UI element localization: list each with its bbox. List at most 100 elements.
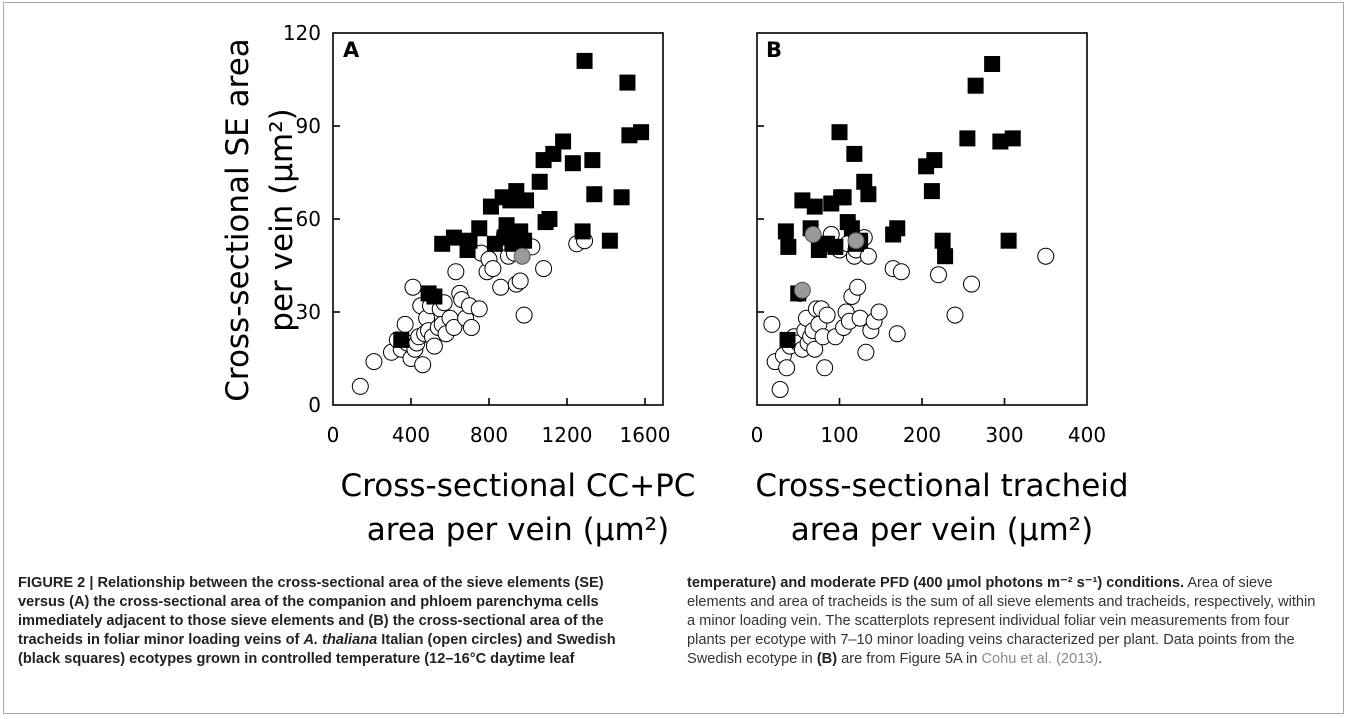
caption-body-2: are from Figure 5A in [837,651,982,667]
y-tick-label: 60 [296,207,321,231]
data-point-square [1000,232,1017,249]
data-point-square [1004,130,1021,147]
data-point-grey [847,232,865,250]
data-point-square [498,217,515,234]
data-point-circle [870,303,888,321]
x-tick-label: 0 [327,423,340,447]
data-point-circle [849,278,867,296]
data-point-circle [851,309,869,327]
panel-b-points [763,56,1055,398]
data-point-square [835,189,852,206]
data-point-circle [771,381,789,398]
caption-conditions: temperature) and moderate PFD (400 μmol … [687,575,1185,591]
panel-a-points [351,52,650,395]
data-point-square [633,124,650,141]
data-point-square [780,238,797,255]
data-point-circle [892,263,910,281]
data-point-square [846,145,863,162]
x-tick-label: 200 [903,423,941,447]
y-tick-label: 90 [296,114,321,138]
data-point-circle [816,359,834,377]
data-point-circle [470,300,488,318]
panel-a-plot-area [332,32,664,406]
x-tick-label: 1200 [542,423,593,447]
panel-a-x-ticks: 0 400 800 1200 1600 [327,398,671,447]
data-point-square [856,173,873,190]
data-point-square [959,130,976,147]
data-point-square [831,124,848,141]
data-point-square [937,248,954,265]
panel-b-x-title-line1: Cross-sectional tracheid [755,468,1128,504]
data-point-square [574,223,591,240]
x-tick-label: 0 [751,423,764,447]
data-point-square [531,173,548,190]
data-point-square [984,56,1001,72]
x-tick-label: 1600 [620,423,671,447]
data-point-square [555,133,572,150]
data-point-circle [351,377,369,395]
data-point-circle [484,260,502,278]
x-tick-label: 800 [470,423,508,447]
panel-b-label: B [766,38,782,62]
caption-body: Area of sieve elements and area of trach… [687,575,1316,667]
figure-canvas: A 0 30 60 90 120 0 400 800 1200 1600 Cross-secti… [220,21,1129,548]
data-point-grey [804,226,822,243]
data-point-square [601,232,618,249]
data-point-square [545,145,562,162]
data-point-circle [511,272,529,290]
data-point-circle [963,275,980,293]
panel-a-y-title-line2: per vein (μm²) [264,108,300,331]
data-point-circle [1037,247,1055,265]
data-point-square [794,192,811,209]
data-point-square [576,52,593,69]
data-point-circle [515,306,533,324]
caption-panel-ref: (B) [816,651,838,667]
panel-b-x-title-line2: area per vein (μm²) [791,512,1093,548]
data-point-circle [535,260,553,278]
data-point-circle [778,359,796,377]
figure-frame [3,2,1344,714]
data-point-circle [946,306,964,324]
data-point-square [613,189,630,206]
caption-body-3: . [1098,651,1103,667]
data-point-square [445,229,462,246]
data-point-square [426,288,443,305]
y-tick-label: 120 [283,21,321,45]
caption-right-column: temperature) and moderate PFD (400 μmol … [687,574,1327,669]
data-point-circle [462,319,480,336]
panel-a-x-title-line1: Cross-sectional CC+PC [341,468,696,504]
panel-b: B 0 100 200 300 400 Cross-sectional tracheid… [751,32,1129,548]
x-tick-label: 100 [820,423,858,447]
panel-a-y-ticks: 0 30 60 90 120 [283,21,340,417]
citation-link[interactable]: Cohu et al. (2013) [981,651,1099,667]
data-point-circle [414,356,432,374]
data-point-square [827,238,844,255]
data-point-square [923,183,940,200]
data-point-square [777,223,794,240]
caption-left-column: FIGURE 2 | Relationship between the cros… [18,574,638,669]
x-tick-label: 300 [985,423,1023,447]
panel-b-y-ticks [757,125,764,313]
data-point-square [586,186,603,203]
y-tick-label: 30 [296,300,321,324]
data-point-square [541,211,558,227]
data-point-circle [763,315,781,333]
data-point-circle [396,315,414,333]
data-point-square [393,331,410,348]
data-point-circle [445,319,463,336]
data-point-square [516,232,533,249]
caption-species: A. thaliana [303,632,378,648]
panel-a-x-title-line2: area per vein (μm²) [367,512,669,548]
data-point-square [967,77,984,94]
data-point-circle [365,353,383,371]
data-point-grey [513,247,531,265]
data-point-circle [930,266,947,284]
data-point-square [992,133,1009,150]
caption-title: FIGURE 2 | Relationship between the cros… [18,575,604,648]
data-point-circle [859,247,877,265]
x-tick-label: 400 [392,423,430,447]
panel-a: A 0 30 60 90 120 0 400 800 1200 1600 Cross-secti… [220,21,695,548]
data-point-circle [492,278,510,296]
data-point-square [934,232,951,249]
data-point-circle [447,263,465,281]
